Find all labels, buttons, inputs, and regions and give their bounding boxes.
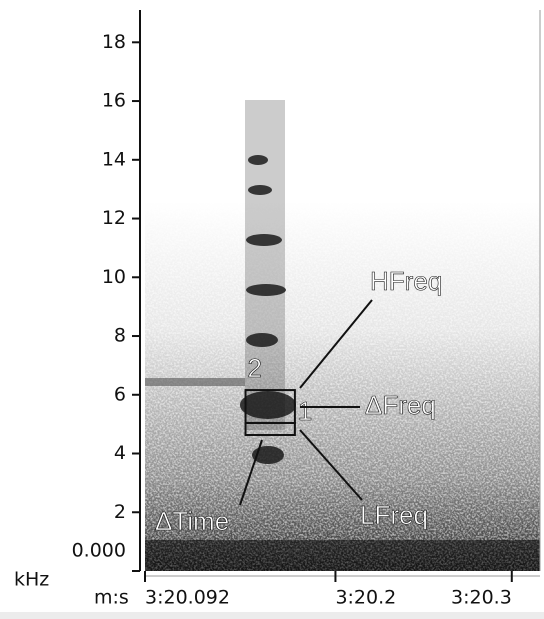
y-tick-label: 14 — [102, 148, 126, 170]
x-tick-label: 3:20.3 — [451, 587, 512, 609]
y-tick-label: 16 — [102, 90, 126, 112]
x-tick-label: 3:20.2 — [335, 587, 396, 609]
annotation: HFreq — [370, 266, 442, 296]
annotation: LFreq — [360, 500, 428, 530]
selection-label: 2 — [248, 353, 262, 383]
annotation: ΔTime — [155, 506, 229, 536]
spectrogram — [145, 10, 540, 571]
y-tick-label: 18 — [102, 31, 126, 53]
y-tick-label: 4 — [114, 442, 126, 464]
selection-box — [244, 421, 296, 437]
leader-line — [299, 299, 373, 389]
y-tick-label: 2 — [114, 501, 126, 523]
selection-label: 1 — [298, 396, 312, 426]
scrollbar — [0, 612, 544, 619]
leader-line — [299, 429, 363, 501]
y-axis-label: kHz — [14, 569, 49, 591]
y-tick-label: 10 — [102, 266, 126, 288]
x-axis-label: m:s — [94, 587, 129, 609]
annotation: ΔFreq — [365, 390, 436, 420]
y-tick-label: 12 — [102, 207, 126, 229]
y-tick-label: 6 — [114, 383, 126, 405]
leader-line — [239, 439, 263, 506]
y-tick-label: 8 — [114, 325, 126, 347]
y-tick-label: 0.000 — [72, 540, 126, 562]
x-tick-label: 3:20.092 — [145, 587, 230, 609]
